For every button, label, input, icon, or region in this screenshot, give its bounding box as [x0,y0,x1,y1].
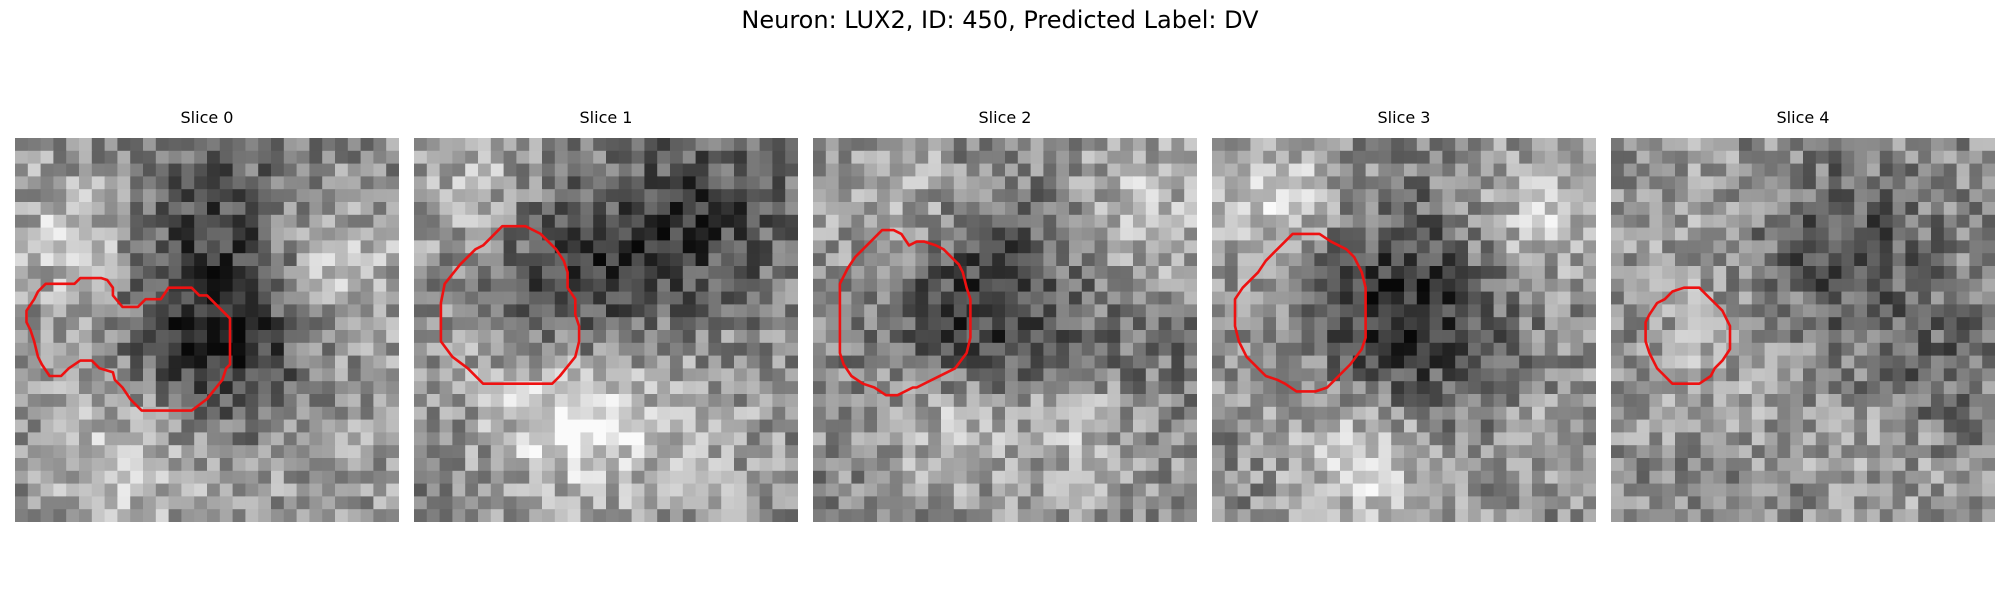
pixel-grid [813,138,1197,522]
pixel-grid [15,138,399,522]
figure-title: Neuron: LUX2, ID: 450, Predicted Label: … [0,6,2000,34]
pixel-grid [1212,138,1596,522]
slice-panel-1: Slice 1 [414,108,798,522]
slice-title-3: Slice 3 [1212,108,1596,132]
slice-image-0 [15,138,399,522]
slice-title-0: Slice 0 [15,108,399,132]
slice-panel-4: Slice 4 [1611,108,1995,522]
slice-title-1: Slice 1 [414,108,798,132]
slice-title-4: Slice 4 [1611,108,1995,132]
slice-image-2 [813,138,1197,522]
slice-panel-3: Slice 3 [1212,108,1596,522]
slice-image-1 [414,138,798,522]
slice-title-2: Slice 2 [813,108,1197,132]
pixel-grid [414,138,798,522]
slice-image-3 [1212,138,1596,522]
slice-panel-0: Slice 0 [15,108,399,522]
pixel-grid [1611,138,1995,522]
slice-image-4 [1611,138,1995,522]
slice-panel-2: Slice 2 [813,108,1197,522]
